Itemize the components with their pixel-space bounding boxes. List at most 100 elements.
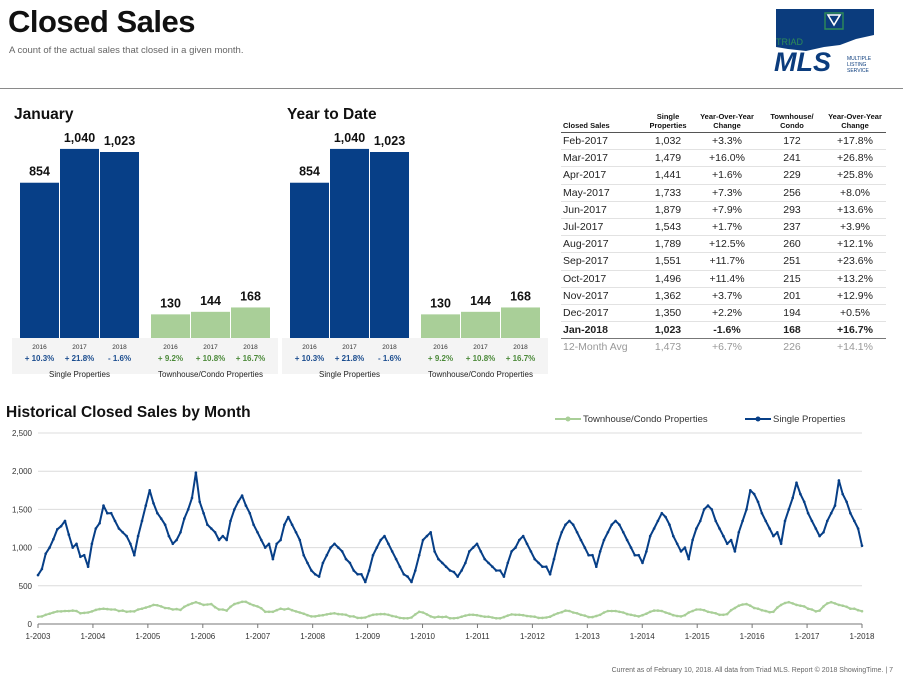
- data-point: [325, 553, 329, 557]
- logo-line2: MLS: [774, 47, 831, 77]
- data-point: [475, 613, 479, 617]
- data-point: [398, 565, 402, 568]
- data-point: [113, 608, 117, 611]
- data-point: [59, 610, 63, 613]
- data-point: [217, 608, 221, 611]
- y-tick-label: 500: [19, 582, 33, 591]
- data-point: [837, 603, 841, 607]
- data-point: [163, 606, 167, 610]
- data-point: [656, 609, 660, 612]
- x-tick-label: 1-2007: [245, 632, 270, 641]
- table-cell: Nov-2017: [561, 287, 642, 305]
- x-tick-label: 1-2003: [26, 632, 51, 641]
- data-point: [183, 517, 186, 520]
- data-point: [441, 615, 444, 619]
- data-point: [729, 608, 733, 612]
- data-point: [186, 603, 190, 607]
- data-point: [333, 542, 336, 546]
- data-point: [818, 609, 821, 612]
- data-point: [629, 546, 633, 549]
- data-point: [541, 616, 544, 620]
- data-point: [360, 616, 363, 620]
- data-point: [829, 600, 833, 604]
- table-cell: 293: [760, 201, 824, 219]
- data-point: [679, 615, 683, 618]
- data-point: [263, 610, 267, 614]
- data-point: [136, 534, 140, 538]
- table-cell: +1.6%: [694, 166, 760, 185]
- data-point: [791, 496, 794, 500]
- data-point: [633, 553, 637, 557]
- bar: [60, 148, 99, 338]
- data-point: [648, 534, 652, 538]
- data-point: [683, 613, 687, 617]
- data-point: [633, 614, 637, 617]
- data-point: [106, 607, 109, 611]
- bar-axis-band: [282, 338, 548, 374]
- bar: [461, 311, 500, 338]
- data-point: [129, 610, 132, 613]
- data-point: [494, 569, 498, 572]
- data-point: [294, 610, 298, 613]
- x-tick-label: 1-2016: [740, 632, 765, 641]
- data-point: [568, 519, 571, 523]
- data-point: [552, 557, 556, 561]
- table-cell: 215: [760, 270, 824, 288]
- table-cell: 251: [760, 252, 824, 271]
- data-point: [537, 561, 540, 565]
- data-point: [144, 606, 148, 609]
- table-cell: +3.7%: [694, 287, 760, 305]
- table-header-cell: Townhouse/ Condo: [760, 112, 824, 133]
- data-point: [560, 610, 563, 614]
- data-point: [660, 609, 664, 613]
- data-point: [668, 523, 671, 526]
- data-point: [699, 519, 702, 523]
- data-point: [398, 616, 402, 620]
- data-point: [779, 603, 783, 607]
- data-point: [109, 608, 113, 611]
- table-row: 12-Month Avg 1,473 +6.7% 226 +14.1%: [561, 339, 886, 356]
- data-point: [725, 612, 729, 616]
- data-point: [853, 607, 856, 610]
- bar: [20, 182, 59, 338]
- header-divider: [0, 88, 903, 89]
- data-point: [810, 519, 814, 523]
- data-point: [514, 613, 517, 617]
- data-point: [845, 500, 848, 504]
- data-point: [94, 608, 98, 612]
- data-point: [556, 612, 560, 615]
- data-point: [656, 519, 660, 523]
- data-point: [806, 607, 810, 610]
- data-point: [814, 527, 818, 530]
- data-point: [313, 573, 317, 576]
- data-point: [379, 538, 383, 542]
- data-point: [510, 613, 513, 616]
- bar-category-label: 2018: [382, 344, 397, 351]
- table-header-cell: Year-Over-Year Change: [694, 112, 760, 133]
- data-point: [225, 609, 228, 612]
- data-point: [240, 600, 244, 604]
- bar: [370, 152, 409, 338]
- data-point: [826, 519, 829, 523]
- data-point: [98, 607, 101, 611]
- legend-marker: [755, 416, 761, 422]
- data-point: [583, 614, 587, 617]
- data-point: [298, 538, 302, 542]
- data-point: [240, 494, 244, 497]
- data-point: [737, 604, 741, 607]
- bar: [501, 307, 540, 338]
- bar-value-label: 1,040: [334, 131, 365, 145]
- data-point: [271, 557, 275, 561]
- data-point: [506, 561, 510, 565]
- data-point: [637, 553, 640, 557]
- data-point: [275, 542, 279, 546]
- data-point: [733, 550, 737, 553]
- data-point: [429, 615, 433, 618]
- data-point: [152, 502, 155, 505]
- data-point: [668, 612, 671, 615]
- table-row: Nov-2017 1,362 +3.7% 201 +12.9%: [561, 287, 886, 305]
- data-point: [267, 610, 271, 614]
- data-point: [741, 519, 744, 523]
- data-point: [560, 531, 563, 534]
- data-point: [402, 617, 406, 620]
